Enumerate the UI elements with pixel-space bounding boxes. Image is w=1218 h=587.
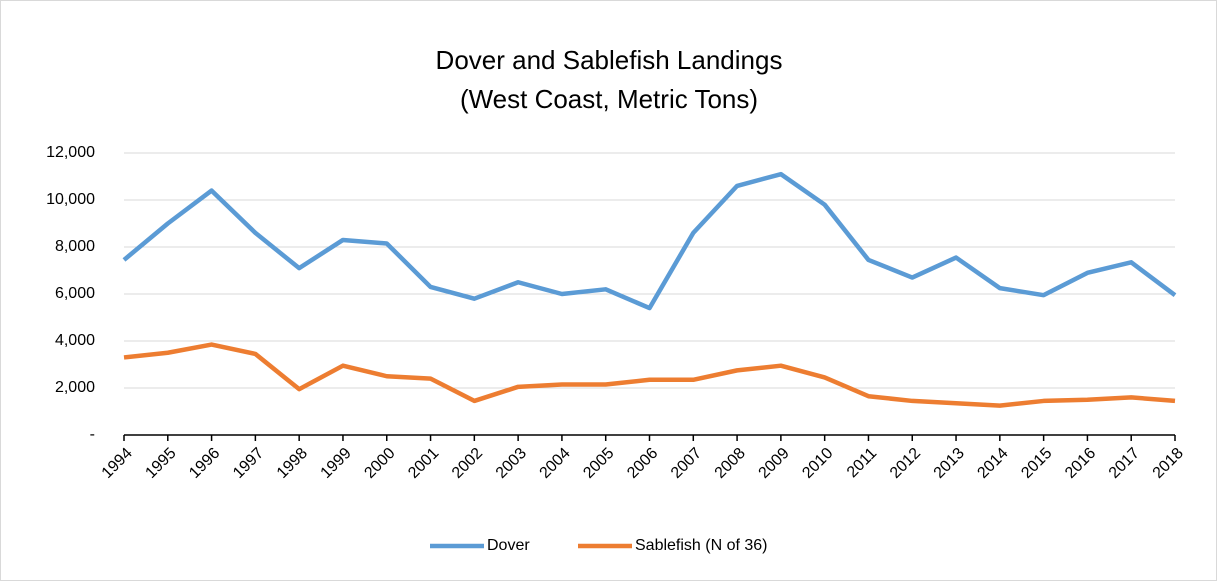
y-tick-label: 6,000 — [55, 285, 95, 302]
y-tick-label: 12,000 — [46, 144, 95, 161]
y-tick-label: 8,000 — [55, 238, 95, 255]
y-tick-label: 2,000 — [55, 379, 95, 396]
y-tick-label: 4,000 — [55, 332, 95, 349]
legend-label: Sablefish (N of 36) — [635, 537, 768, 554]
chart-title: Dover and Sablefish Landings — [436, 45, 783, 75]
legend-label: Dover — [487, 537, 530, 554]
chart-subtitle: (West Coast, Metric Tons) — [460, 84, 758, 114]
y-tick-label: - — [90, 426, 95, 443]
line-series — [122, 171, 1177, 311]
line-series — [123, 342, 1176, 408]
y-tick-label: 10,000 — [46, 191, 95, 208]
